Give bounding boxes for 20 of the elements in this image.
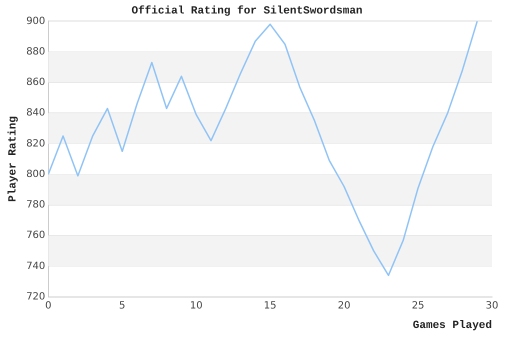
y-tick-label: 780: [26, 200, 46, 211]
y-tick-label: 860: [26, 77, 46, 88]
chart-title: Official Rating for SilentSwordsman: [131, 4, 363, 18]
y-tick-label: 880: [26, 46, 46, 58]
x-tick-label: 5: [119, 300, 126, 312]
x-tick-label: 15: [264, 300, 277, 312]
y-tick-label: 800: [26, 168, 46, 180]
y-axis-title: Player Rating: [7, 116, 20, 202]
y-tick-label: 820: [26, 138, 46, 150]
x-tick-label: 10: [190, 300, 203, 312]
x-axis-title: Games Played: [412, 320, 492, 332]
x-tick-label: 30: [486, 300, 498, 312]
y-tick-label: 900: [26, 16, 46, 27]
y-tick-label: 840: [26, 108, 46, 119]
y-tick-label: 740: [26, 260, 46, 272]
x-tick-label: 0: [45, 300, 52, 312]
y-tick-label: 760: [26, 230, 46, 242]
y-tick-label: 720: [26, 291, 46, 302]
x-tick-label: 25: [412, 300, 424, 312]
x-tick-label: 20: [338, 300, 350, 312]
